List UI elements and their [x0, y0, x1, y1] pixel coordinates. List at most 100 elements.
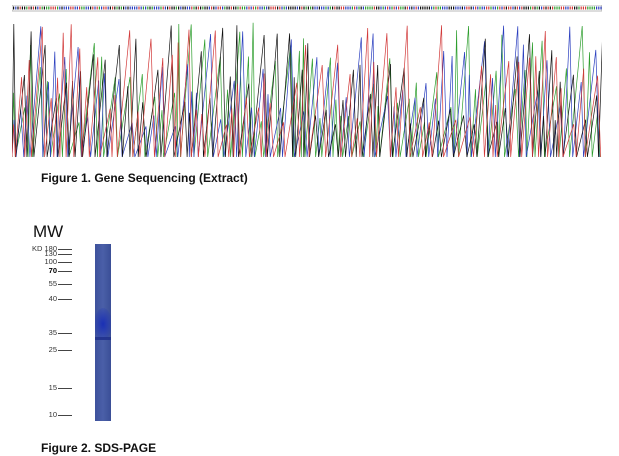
base-call-letter: [136, 6, 138, 10]
base-call-letter: [46, 6, 48, 10]
base-call-letter: [184, 6, 186, 10]
base-call-letter: [79, 6, 81, 10]
base-call-letter: [109, 6, 111, 10]
base-call-letter: [142, 6, 144, 10]
base-call-letter: [288, 6, 290, 10]
base-call-letter: [125, 6, 127, 10]
base-call-letter: [481, 6, 483, 10]
base-call-letter: [76, 6, 78, 10]
base-call-letter: [90, 6, 92, 10]
base-call-letter: [24, 6, 26, 10]
base-call-letter: [197, 6, 199, 10]
base-call-letter: [32, 6, 34, 10]
base-call-letter: [246, 6, 248, 10]
mw-marker-label: 25: [48, 345, 57, 354]
base-call-letter: [560, 6, 562, 10]
base-call-letter: [598, 6, 600, 10]
base-call-letter: [270, 6, 272, 10]
protein-band-lower: [95, 337, 111, 340]
base-call-letter: [211, 6, 213, 10]
base-call-letter: [65, 6, 67, 10]
base-call-letter: [233, 6, 235, 10]
base-call-letter: [175, 6, 177, 10]
base-call-letter: [360, 6, 362, 10]
trace-G: [12, 23, 602, 158]
base-call-letter: [195, 6, 197, 10]
base-call-letter: [81, 6, 83, 10]
base-call-letter: [349, 6, 351, 10]
base-call-letter: [87, 6, 89, 10]
base-call-letter: [334, 6, 336, 10]
base-call-letter: [272, 6, 274, 10]
base-call-letter: [380, 6, 382, 10]
base-call-letter: [387, 6, 389, 10]
mw-marker-label: 180: [44, 244, 57, 253]
base-call-letter: [413, 6, 415, 10]
base-call-letter: [30, 6, 32, 10]
base-call-letter: [459, 6, 461, 10]
base-call-letter: [186, 6, 188, 10]
base-call-letter: [527, 6, 529, 10]
base-call-letter: [347, 6, 349, 10]
base-call-letter: [593, 6, 595, 10]
base-call-letter: [94, 6, 96, 10]
base-call-letter: [164, 6, 166, 10]
base-call-letter: [569, 6, 571, 10]
base-call-letter: [354, 6, 356, 10]
base-call-letter: [400, 6, 402, 10]
base-call-letter: [468, 6, 470, 10]
base-call-letter: [219, 6, 221, 10]
base-call-letter: [19, 6, 21, 10]
mw-marker-tick: [58, 415, 72, 416]
base-call-letter: [13, 6, 15, 10]
figure-1-caption: Figure 1. Gene Sequencing (Extract): [41, 171, 248, 185]
base-call-letter: [156, 6, 158, 10]
base-call-letter: [365, 6, 367, 10]
base-call-letter: [565, 6, 567, 10]
base-call-letter: [415, 6, 417, 10]
base-call-letter: [596, 6, 598, 10]
base-call-letter: [277, 6, 279, 10]
base-call-letter: [250, 6, 252, 10]
base-call-letter: [547, 6, 549, 10]
base-call-letter: [519, 6, 521, 10]
base-call-letter: [228, 6, 230, 10]
base-call-letter: [35, 6, 37, 10]
base-call-letter: [503, 6, 505, 10]
base-call-letter: [48, 6, 50, 10]
base-call-letter: [490, 6, 492, 10]
base-call-letter: [15, 6, 17, 10]
base-call-letter: [162, 6, 164, 10]
base-call-letter: [59, 6, 61, 10]
base-call-letter: [587, 6, 589, 10]
base-call-letter: [189, 6, 191, 10]
base-call-letter: [543, 6, 545, 10]
base-call-letter: [420, 6, 422, 10]
base-call-letter: [464, 6, 466, 10]
base-call-letter: [494, 6, 496, 10]
base-call-letter: [351, 6, 353, 10]
base-call-letter: [376, 6, 378, 10]
base-call-letter: [378, 6, 380, 10]
base-call-letter: [299, 6, 301, 10]
mw-marker-label: 100: [44, 257, 57, 266]
base-call-letter: [486, 6, 488, 10]
base-call-letter: [68, 6, 70, 10]
base-call-letter: [345, 6, 347, 10]
base-call-letter: [274, 6, 276, 10]
mw-marker-label: 40: [48, 294, 57, 303]
base-call-letter: [589, 6, 591, 10]
base-call-letter: [173, 6, 175, 10]
base-call-letter: [483, 6, 485, 10]
base-call-letter: [230, 6, 232, 10]
base-call-letter: [336, 6, 338, 10]
base-call-letter: [237, 6, 239, 10]
base-call-letter: [466, 6, 468, 10]
trace-T: [12, 24, 602, 158]
base-call-letter: [367, 6, 369, 10]
base-call-letter: [393, 6, 395, 10]
base-call-letter: [431, 6, 433, 10]
base-call-letter: [41, 6, 43, 10]
mw-marker-tick: [58, 350, 72, 351]
base-call-letter: [521, 6, 523, 10]
